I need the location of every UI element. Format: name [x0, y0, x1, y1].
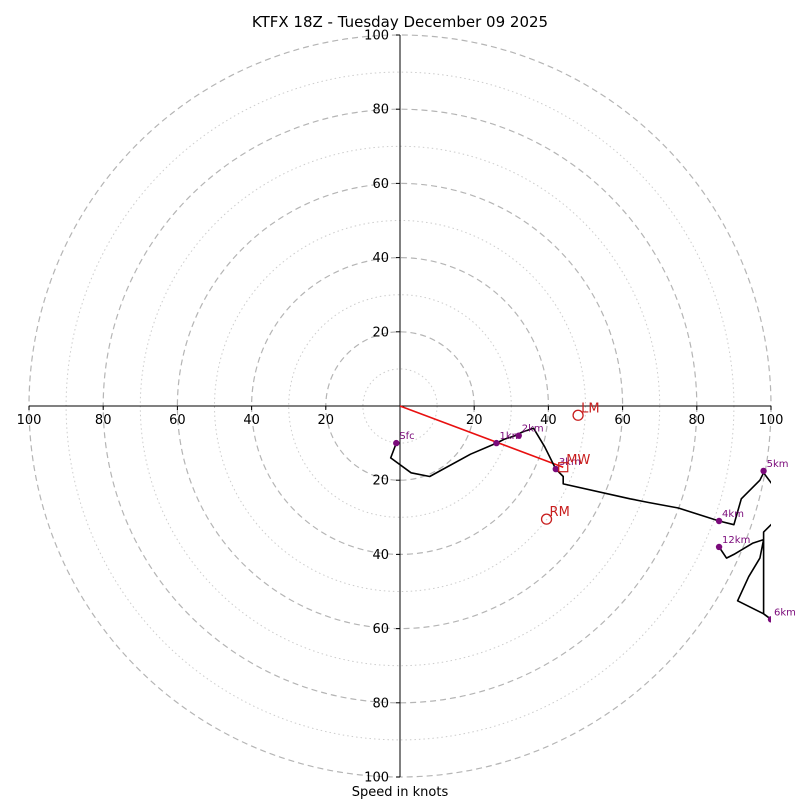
mean-wind-vector-group: [399, 405, 564, 468]
height-marker-sfc: [393, 439, 400, 447]
height-marker-4km: [715, 517, 723, 525]
x-tick-label: 100: [759, 413, 784, 428]
height-marker-2km: [515, 432, 522, 439]
height-label-6km: 6km: [774, 607, 796, 618]
height-label-1km: 1km: [499, 431, 521, 442]
height-marker-3km: [552, 465, 560, 473]
x-tick-label: 20: [318, 413, 335, 428]
y-tick-label: 40: [372, 548, 389, 563]
x-axis-label: Speed in knots: [352, 785, 449, 800]
x-tick-label: 20: [466, 413, 483, 428]
x-tick-label: 60: [169, 413, 186, 428]
height-marker-5km: [760, 467, 767, 475]
storm-motion-rm-label: RM: [550, 505, 570, 520]
tick-labels: 100 80 60 40 20 20 40 60 80 100 100 80 60 40 20 20 40 60 8…: [17, 29, 784, 786]
y-tick-label: 60: [372, 177, 389, 192]
y-tick-label: 80: [372, 103, 389, 118]
x-tick-label: 40: [243, 413, 260, 428]
x-tick-label: 60: [614, 413, 631, 428]
storm-motion-mw-label: MW: [566, 453, 590, 468]
storm-motion-markers: LM RM MW: [540, 401, 600, 525]
x-tick-label: 80: [95, 413, 112, 428]
mean-wind-vector: [399, 405, 564, 468]
y-tick-label: 80: [372, 696, 389, 711]
hodograph-trace: [389, 427, 771, 621]
height-label-5km: 5km: [767, 459, 789, 470]
height-label-3km: 3km: [559, 457, 581, 468]
y-tick-label: 60: [372, 622, 389, 637]
height-label-sfc: Sfc: [399, 431, 414, 442]
chart-title: KTFX 18Z - Tuesday December 09 2025: [252, 13, 548, 31]
y-tick-label: 100: [364, 771, 389, 786]
storm-motion-rm-marker: [540, 513, 553, 525]
hodograph-trace-group: [389, 427, 771, 621]
height-label-2km: 2km: [522, 424, 544, 435]
y-tick-label: 20: [372, 325, 389, 340]
x-tick-label: 100: [17, 413, 42, 428]
storm-motion-lm-marker: [572, 409, 584, 421]
y-tick-label: 40: [372, 251, 389, 266]
height-marker-12km: [715, 543, 723, 551]
height-label-12km: 12km: [722, 535, 750, 546]
height-marker-6km: [767, 616, 771, 623]
x-tick-label: 80: [689, 413, 706, 428]
height-marker-1km: [493, 439, 500, 447]
height-label-4km: 4km: [722, 509, 744, 520]
y-tick-label: 20: [372, 474, 389, 489]
y-tick-label: 100: [364, 29, 389, 44]
x-tick-label: 40: [540, 413, 557, 428]
storm-motion-mw-marker: [558, 462, 569, 473]
storm-motion-lm-label: LM: [581, 401, 599, 416]
